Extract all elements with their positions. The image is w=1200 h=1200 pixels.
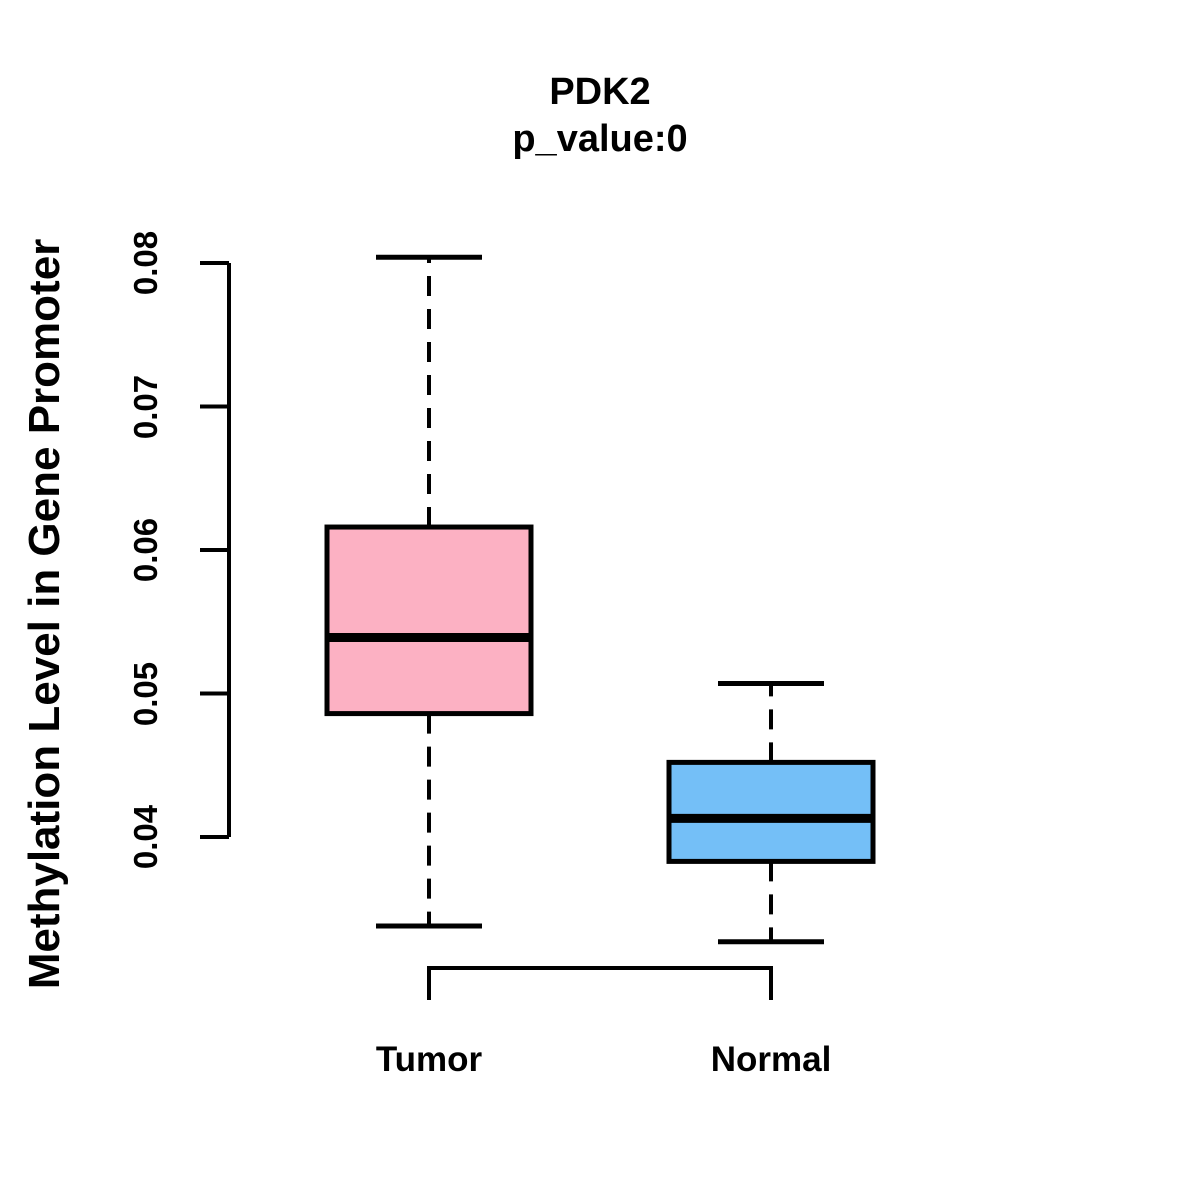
y-tick-label: 0.04 bbox=[127, 804, 164, 870]
box-tumor bbox=[324, 524, 534, 717]
x-category-label-normal: Normal bbox=[710, 1040, 832, 1079]
y-tick-label: 0.08 bbox=[127, 230, 164, 296]
chart-subtitle: p_value:0 bbox=[512, 118, 688, 160]
chart-title: PDK2 bbox=[549, 71, 651, 113]
x-category-label-tumor: Tumor bbox=[375, 1040, 483, 1079]
y-tick-label: 0.07 bbox=[127, 374, 164, 439]
y-tick-label: 0.06 bbox=[127, 517, 164, 583]
box-normal bbox=[666, 759, 876, 864]
x-axis-bracket bbox=[427, 966, 773, 1000]
y-tick-label: 0.05 bbox=[127, 661, 164, 726]
